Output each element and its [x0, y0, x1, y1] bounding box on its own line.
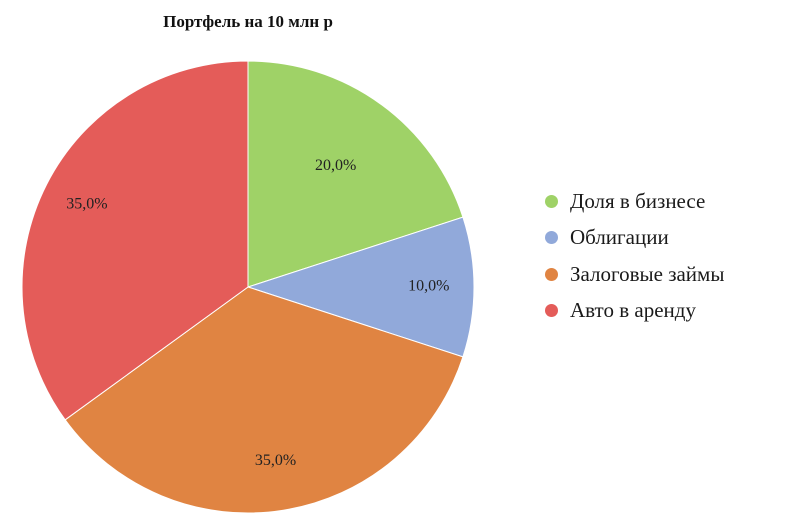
legend-item-secured-loans: Залоговые займы [545, 256, 724, 293]
slice-bonds [246, 216, 475, 358]
legend-item-bonds: Облигации [545, 220, 724, 257]
slice-data-label: 20,0% [315, 157, 356, 174]
legend-label: Облигации [570, 225, 669, 250]
slice-secured-loans [64, 286, 464, 514]
slice-data-label: 35,0% [66, 196, 107, 213]
legend-item-car-rental: Авто в аренду [545, 293, 724, 330]
legend-label: Доля в бизнесе [570, 188, 706, 213]
legend-swatch [545, 304, 558, 318]
legend-swatch [545, 231, 558, 245]
slice-business-share [247, 60, 464, 288]
slice-car-rental [21, 60, 249, 421]
chart-title: Портфель на 10 млн р [163, 12, 333, 31]
legend-swatch [545, 267, 558, 281]
legend-swatch [545, 194, 558, 208]
legend: Доля в бизнесе Облигации Залоговые займы… [545, 183, 724, 329]
legend-label: Залоговые займы [570, 261, 725, 286]
legend-item-business-share: Доля в бизнесе [545, 183, 724, 220]
slice-data-label: 35,0% [255, 452, 296, 469]
legend-label: Авто в аренду [570, 298, 696, 323]
slice-data-label: 10,0% [408, 278, 449, 295]
